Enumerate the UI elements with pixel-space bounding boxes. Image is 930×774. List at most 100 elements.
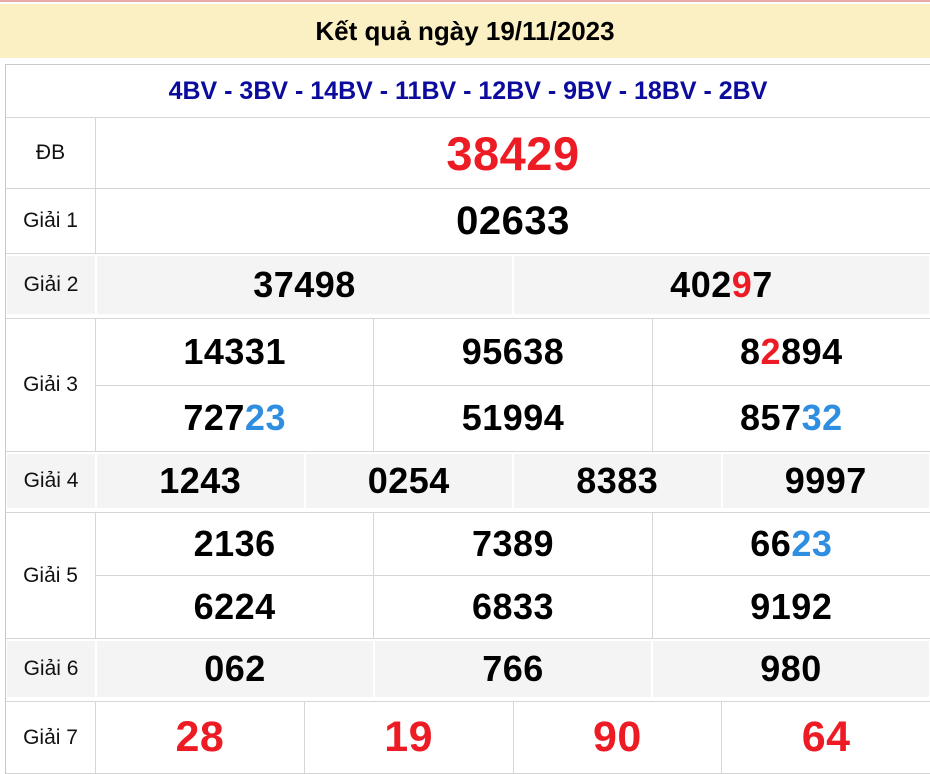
prize-number-cell: 980 bbox=[653, 641, 929, 697]
prize-label: Giải 7 bbox=[6, 702, 96, 773]
number-segment: 9997 bbox=[784, 460, 867, 501]
prize-number-cell: 51994 bbox=[373, 385, 651, 451]
number-segment: 2 bbox=[760, 330, 782, 372]
prize-number-cell: 37498 bbox=[97, 256, 512, 314]
prize-lines: 37498 402 9 7 bbox=[96, 254, 930, 318]
number-segment: 51994 bbox=[461, 397, 565, 439]
prize-lines: 1243 0254 8383 9997 bbox=[96, 452, 930, 512]
prize-label: ĐB bbox=[6, 118, 96, 188]
prize-lines: 062 766 980 bbox=[96, 639, 930, 701]
number-segment: 6833 bbox=[471, 586, 555, 627]
number-segment: 727 bbox=[183, 397, 245, 439]
prize-number-cell: 28 bbox=[96, 702, 304, 773]
prize-number-cell: 727 23 bbox=[96, 386, 373, 452]
prize-number-cell: 38429 bbox=[96, 118, 930, 188]
prize-lines: 14331 95638 8 2 894 727 23 51994 857 32 bbox=[96, 319, 930, 451]
prize-line: 37498 402 9 7 bbox=[96, 254, 930, 318]
prize-number-cell: 9192 bbox=[651, 576, 930, 638]
prize-row: Giải 4 1243 0254 8383 9997 bbox=[6, 452, 930, 513]
number-segment: 0254 bbox=[367, 460, 450, 501]
station-list-row: 4BV - 3BV - 14BV - 11BV - 12BV - 9BV - 1… bbox=[6, 65, 930, 118]
page-title: Kết quả ngày 19/11/2023 bbox=[315, 15, 615, 46]
prize-number-cell: 0254 bbox=[305, 454, 512, 508]
prize-number-cell: 766 bbox=[375, 641, 651, 697]
number-segment: 1243 bbox=[159, 460, 242, 501]
prize-lines: 2136 7389 66 23 6224 6833 9192 bbox=[96, 513, 930, 638]
prize-number-cell: 6833 bbox=[373, 576, 651, 638]
prize-number-cell: 9997 bbox=[722, 454, 929, 508]
prize-line: 062 766 980 bbox=[96, 639, 930, 701]
number-segment: 28 bbox=[175, 713, 225, 761]
prize-row: Giải 6 062 766 980 bbox=[6, 639, 930, 702]
prize-number-cell: 66 23 bbox=[651, 513, 930, 575]
number-segment: 66 bbox=[750, 523, 792, 564]
number-segment: 32 bbox=[801, 397, 843, 439]
prize-line: 6224 6833 9192 bbox=[96, 575, 930, 638]
prize-label: Giải 3 bbox=[6, 319, 96, 451]
prize-row: Giải 5 2136 7389 66 23 6224 6833 9192 bbox=[6, 513, 930, 639]
number-segment: 38429 bbox=[446, 126, 580, 180]
number-segment: 062 bbox=[204, 648, 266, 689]
number-segment: 402 bbox=[670, 264, 732, 305]
prize-number-cell: 95638 bbox=[373, 319, 651, 385]
prize-line: 28 19 90 64 bbox=[96, 702, 930, 773]
prize-number-cell: 19 bbox=[303, 702, 513, 773]
prize-number-cell: 8383 bbox=[514, 454, 721, 508]
number-segment: 9 bbox=[731, 264, 753, 305]
number-segment: 7 bbox=[752, 264, 773, 305]
prize-number-cell: 90 bbox=[512, 702, 722, 773]
prize-number-cell: 1243 bbox=[97, 454, 304, 508]
prize-lines: 38429 bbox=[96, 118, 930, 188]
top-accent-line bbox=[0, 0, 930, 2]
results-table: 4BV - 3BV - 14BV - 11BV - 12BV - 9BV - 1… bbox=[5, 64, 930, 774]
prize-line: 1243 0254 8383 9997 bbox=[96, 452, 930, 512]
results-header: Kết quả ngày 19/11/2023 bbox=[0, 4, 930, 58]
prize-line: 38429 bbox=[96, 118, 930, 188]
prize-row: Giải 1 02633 bbox=[6, 189, 930, 254]
prize-row: ĐB 38429 bbox=[6, 118, 930, 189]
number-segment: 766 bbox=[482, 648, 544, 689]
prize-row: Giải 3 14331 95638 8 2 894 727 23 51994 857 32 bbox=[6, 319, 930, 452]
prize-line: 14331 95638 8 2 894 bbox=[96, 319, 930, 385]
prize-lines: 28 19 90 64 bbox=[96, 702, 930, 773]
prize-number-cell: 64 bbox=[721, 702, 930, 773]
number-segment: 95638 bbox=[461, 330, 565, 372]
prize-line: 02633 bbox=[96, 189, 930, 253]
number-segment: 14331 bbox=[183, 330, 286, 372]
prize-number-cell: 6224 bbox=[96, 576, 373, 638]
number-segment: 19 bbox=[384, 713, 434, 761]
number-segment: 857 bbox=[740, 397, 802, 439]
prize-label: Giải 1 bbox=[6, 189, 96, 253]
prize-number-cell: 2136 bbox=[96, 513, 373, 575]
prize-row: Giải 7 28 19 90 64 bbox=[6, 702, 930, 774]
prize-number-cell: 062 bbox=[97, 641, 373, 697]
prize-label: Giải 2 bbox=[7, 256, 95, 314]
prize-lines: 02633 bbox=[96, 189, 930, 253]
number-segment: 6224 bbox=[193, 586, 276, 627]
prize-label: Giải 5 bbox=[6, 513, 96, 638]
prize-number-cell: 8 2 894 bbox=[651, 319, 930, 385]
prize-label: Giải 6 bbox=[7, 641, 95, 697]
number-segment: 02633 bbox=[456, 198, 570, 243]
prize-number-cell: 14331 bbox=[96, 319, 373, 385]
number-segment: 8383 bbox=[576, 460, 659, 501]
station-list: 4BV - 3BV - 14BV - 11BV - 12BV - 9BV - 1… bbox=[168, 76, 768, 105]
number-segment: 9192 bbox=[750, 586, 833, 627]
number-segment: 64 bbox=[801, 713, 851, 761]
prize-label: Giải 4 bbox=[7, 454, 95, 508]
prize-number-cell: 02633 bbox=[96, 189, 930, 253]
prize-number-cell: 857 32 bbox=[651, 385, 930, 451]
number-segment: 90 bbox=[592, 713, 642, 761]
number-segment: 23 bbox=[791, 523, 833, 564]
number-segment: 2136 bbox=[193, 523, 276, 564]
number-segment: 37498 bbox=[253, 264, 356, 305]
number-segment: 980 bbox=[760, 648, 822, 689]
number-segment: 23 bbox=[244, 397, 286, 439]
number-segment: 7389 bbox=[471, 523, 555, 564]
prize-line: 727 23 51994 857 32 bbox=[96, 384, 930, 452]
number-segment: 894 bbox=[781, 330, 843, 372]
prize-row: Giải 2 37498 402 9 7 bbox=[6, 254, 930, 319]
prize-rows: ĐB 38429 Giải 1 02633 Giải 2 37498 402 9 7 Giải 3… bbox=[6, 118, 930, 774]
prize-number-cell: 7389 bbox=[373, 513, 651, 575]
prize-line: 2136 7389 66 23 bbox=[96, 513, 930, 575]
